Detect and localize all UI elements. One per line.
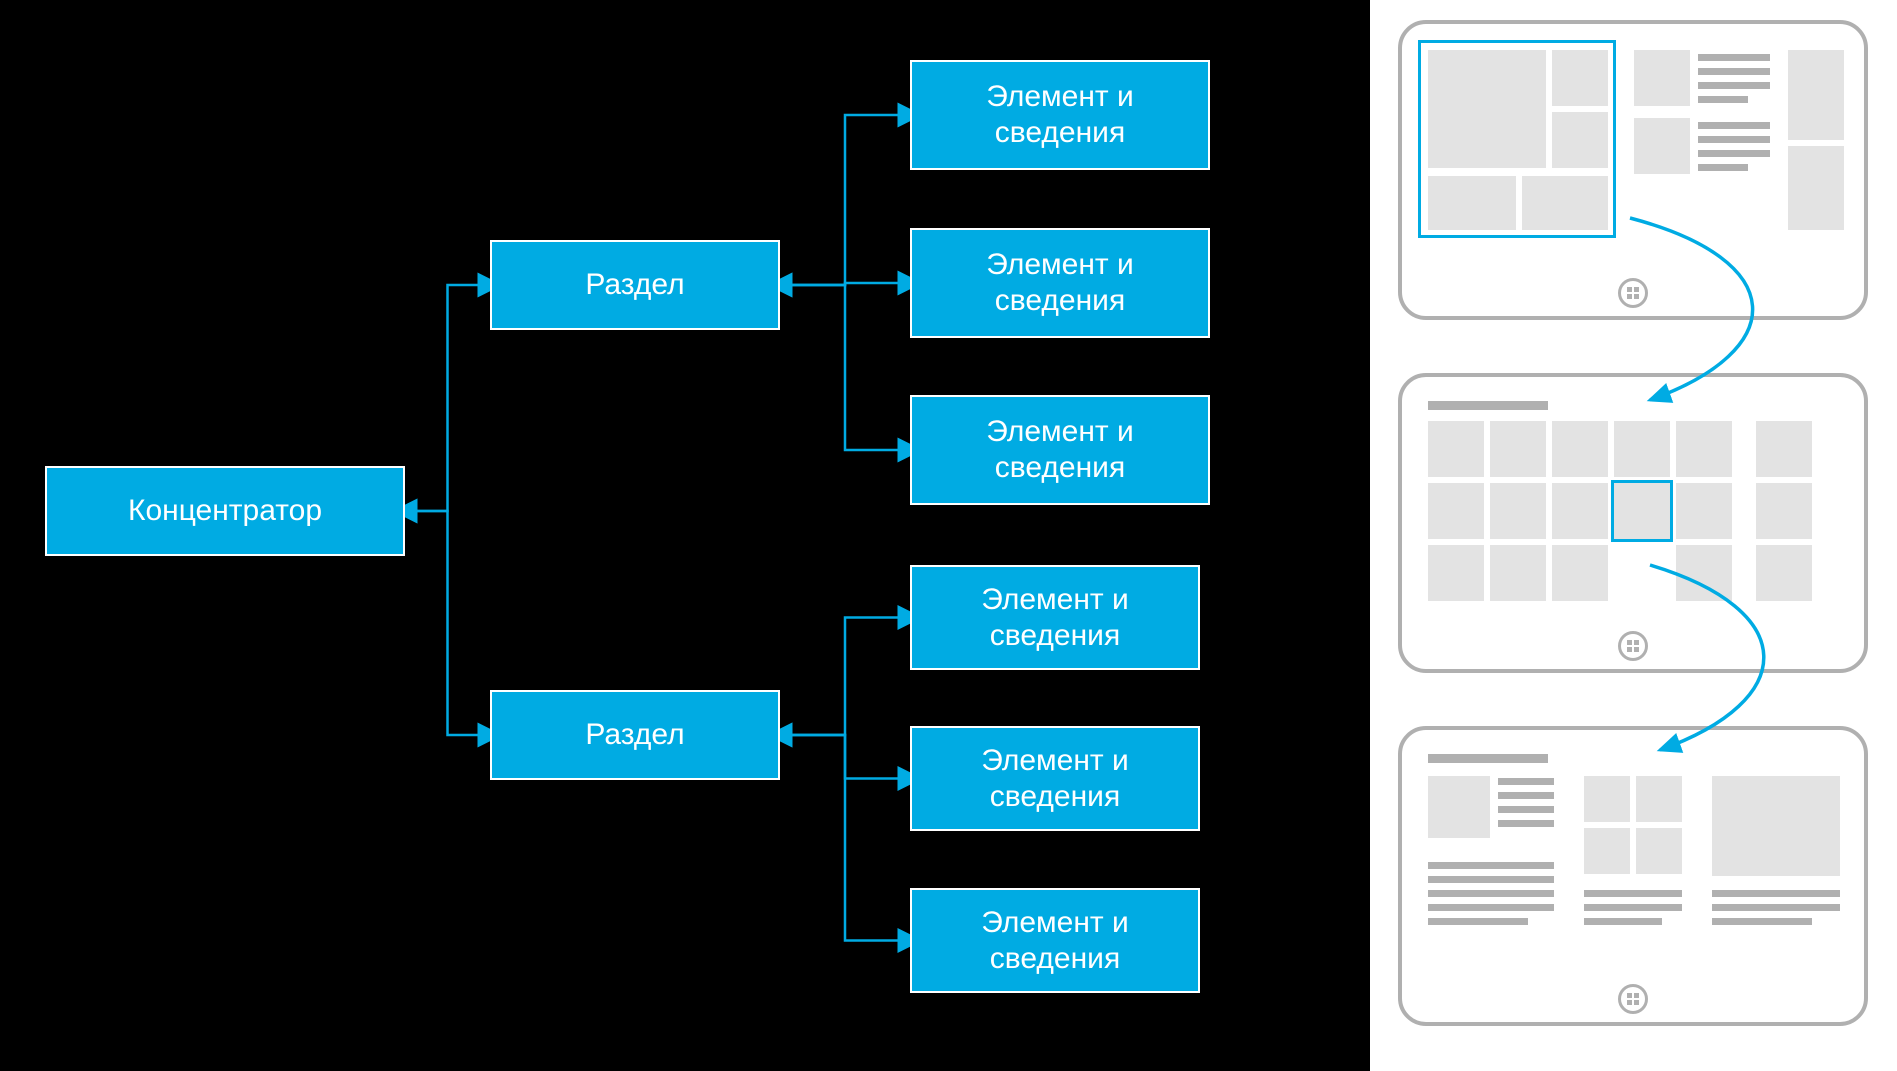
- node-sec1: Раздел: [490, 240, 780, 330]
- home-button-icon: [1618, 631, 1648, 661]
- diagram-panel: Концентратор Раздел Раздел Элемент и сведен…: [0, 0, 1370, 1071]
- node-item6: Элемент и сведения: [910, 888, 1200, 993]
- wireframe-section: [1398, 373, 1868, 673]
- edge-hub-sec2: [405, 511, 490, 735]
- section-selection: [1611, 480, 1673, 542]
- node-item1: Элемент и сведения: [910, 60, 1210, 170]
- node-item2: Элемент и сведения: [910, 228, 1210, 338]
- wireframe-panel: [1370, 0, 1897, 1071]
- home-button-icon: [1618, 278, 1648, 308]
- wireframe-hub: [1398, 20, 1868, 320]
- edge-sec2-item4: [780, 618, 910, 736]
- wireframe-detail: [1398, 726, 1868, 1026]
- node-sec2: Раздел: [490, 690, 780, 780]
- node-item3: Элемент и сведения: [910, 395, 1210, 505]
- edge-sec2-item6: [780, 735, 910, 941]
- node-item4: Элемент и сведения: [910, 565, 1200, 670]
- edge-hub-sec1: [405, 285, 490, 511]
- edge-sec1-item3: [780, 285, 910, 450]
- home-button-icon: [1618, 984, 1648, 1014]
- node-item5: Элемент и сведения: [910, 726, 1200, 831]
- edge-sec1-item1: [780, 115, 910, 285]
- node-hub: Концентратор: [45, 466, 405, 556]
